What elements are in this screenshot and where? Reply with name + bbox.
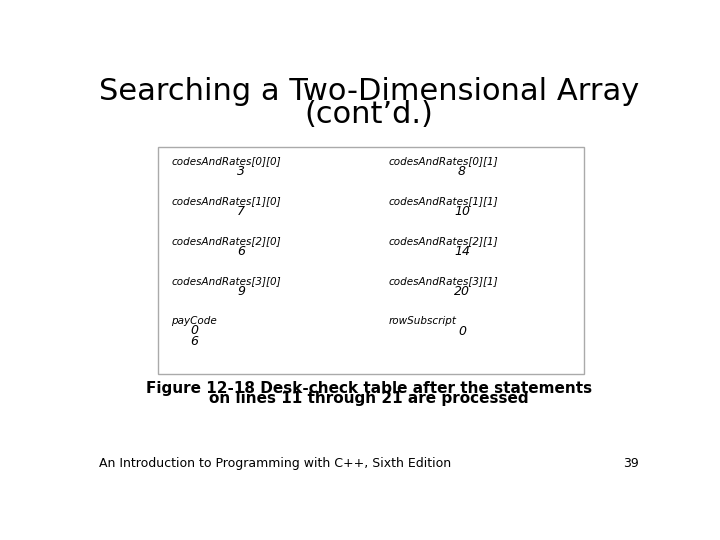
Text: 10: 10 bbox=[454, 205, 470, 218]
Text: 0: 0 bbox=[191, 324, 199, 337]
Text: An Introduction to Programming with C++, Sixth Edition: An Introduction to Programming with C++,… bbox=[99, 457, 451, 470]
Text: codesAndRates[1][1]: codesAndRates[1][1] bbox=[388, 196, 498, 206]
Text: 7: 7 bbox=[237, 205, 245, 218]
Text: 0: 0 bbox=[458, 326, 466, 339]
FancyBboxPatch shape bbox=[158, 147, 585, 374]
Text: payCode: payCode bbox=[171, 316, 217, 326]
Text: 3: 3 bbox=[237, 165, 245, 178]
Text: 39: 39 bbox=[623, 457, 639, 470]
Text: 14: 14 bbox=[454, 245, 470, 259]
Text: 8: 8 bbox=[458, 165, 466, 178]
Text: on lines 11 through 21 are processed: on lines 11 through 21 are processed bbox=[210, 392, 528, 407]
Text: rowSubscript: rowSubscript bbox=[388, 316, 456, 326]
Text: 20: 20 bbox=[454, 286, 470, 299]
Text: Figure 12-18 Desk-check table after the statements: Figure 12-18 Desk-check table after the … bbox=[146, 381, 592, 396]
Text: codesAndRates[0][1]: codesAndRates[0][1] bbox=[388, 156, 498, 166]
Text: 6: 6 bbox=[237, 245, 245, 259]
Text: codesAndRates[3][0]: codesAndRates[3][0] bbox=[171, 276, 281, 286]
Text: codesAndRates[0][0]: codesAndRates[0][0] bbox=[171, 156, 281, 166]
Text: codesAndRates[1][0]: codesAndRates[1][0] bbox=[171, 196, 281, 206]
Text: 6: 6 bbox=[191, 335, 199, 348]
Text: Searching a Two-Dimensional Array: Searching a Two-Dimensional Array bbox=[99, 77, 639, 106]
Text: (cont’d.): (cont’d.) bbox=[305, 99, 433, 129]
Text: codesAndRates[2][0]: codesAndRates[2][0] bbox=[171, 236, 281, 246]
Text: codesAndRates[3][1]: codesAndRates[3][1] bbox=[388, 276, 498, 286]
Text: 9: 9 bbox=[237, 286, 245, 299]
Text: codesAndRates[2][1]: codesAndRates[2][1] bbox=[388, 236, 498, 246]
